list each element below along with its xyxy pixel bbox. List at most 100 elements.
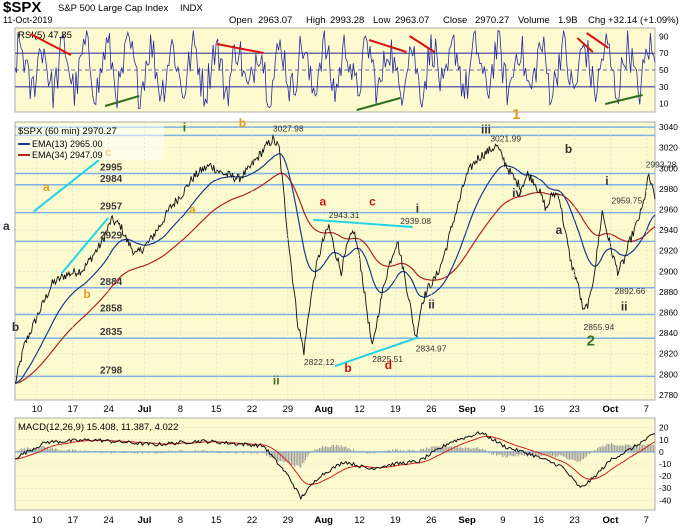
high-label: High bbox=[306, 15, 326, 26]
x-tick-label: Oct bbox=[603, 515, 620, 526]
price-annotation: b bbox=[12, 320, 19, 334]
price-y-tick-label: 2920 bbox=[659, 246, 678, 256]
price-annotation: iv bbox=[512, 186, 522, 200]
x-tick-label: 12 bbox=[354, 515, 365, 526]
price-annotation: a bbox=[319, 194, 326, 208]
price-annotation: 2892.66 bbox=[615, 286, 646, 296]
rsi-panel: 10 30 50 70 90 RSI(5) 47.85 bbox=[14, 27, 669, 113]
price-annotation: iii bbox=[481, 122, 491, 136]
price-y-tick-label: 2860 bbox=[659, 307, 678, 317]
x-tick-label: 26 bbox=[426, 515, 437, 526]
price-annotation: i bbox=[416, 202, 419, 216]
x-tick-label: 22 bbox=[247, 515, 258, 526]
price-annotation: 2825.51 bbox=[372, 354, 403, 364]
rsi-divergence-line bbox=[30, 33, 72, 56]
price-annotation: 2822.12 bbox=[304, 357, 335, 367]
x-tick-label: 10 bbox=[32, 515, 43, 526]
rsi-y-tick-label: 30 bbox=[659, 82, 669, 92]
x-tick-label: 19 bbox=[390, 404, 401, 415]
price-annotation: 2993.28 bbox=[646, 159, 677, 169]
price-y-tick-label: 2780 bbox=[659, 390, 678, 400]
macd-line bbox=[14, 430, 656, 501]
rsi-label: RSI(5) 47.85 bbox=[18, 30, 72, 41]
macd-y-tick-label: -20 bbox=[659, 471, 672, 481]
price-annotation: a bbox=[189, 203, 196, 217]
macd-y-tick-label: -10 bbox=[659, 459, 672, 469]
fib-level-label: 2858 bbox=[100, 304, 123, 315]
volume-value: 1.9B bbox=[558, 15, 578, 26]
rsi-divergence-line bbox=[368, 39, 407, 53]
fib-level-label: 2929 bbox=[100, 230, 123, 241]
high-value: 2993.28 bbox=[330, 15, 364, 26]
x-tick-label: 10 bbox=[32, 404, 43, 415]
x-tick-label: 9 bbox=[500, 515, 505, 526]
index-name: S&P 500 Large Cap Index bbox=[58, 3, 168, 14]
symbol-title: $SPX bbox=[3, 0, 41, 16]
x-axis: 101017172424JulJul88151522222929AugAug12… bbox=[32, 122, 649, 526]
price-y-tick-label: 2800 bbox=[659, 369, 678, 379]
x-tick-label: Sep bbox=[458, 515, 476, 526]
macd-panel: -40 -30 -20 -10 0 10 20 MACD(12,26,9) 15.408, 1… bbox=[14, 417, 672, 511]
chart-header: $SPX S&P 500 Large Cap Index INDX 11-Oct… bbox=[3, 0, 679, 26]
macd-y-tick-label: -40 bbox=[659, 495, 672, 505]
price-annotation: 2 bbox=[587, 332, 595, 349]
x-tick-label: 29 bbox=[283, 404, 294, 415]
price-annotation: 3021.99 bbox=[490, 134, 521, 144]
x-tick-label: 17 bbox=[68, 404, 79, 415]
trend-line bbox=[334, 336, 420, 367]
price-annotation: ii bbox=[428, 297, 435, 311]
rsi-y-tick-label: 90 bbox=[659, 31, 669, 41]
x-tick-label: 26 bbox=[426, 404, 437, 415]
fib-level-label: 2957 bbox=[100, 202, 123, 213]
x-tick-label: 15 bbox=[211, 515, 222, 526]
x-tick-label: Jul bbox=[138, 404, 152, 415]
rsi-y-tick-label: 10 bbox=[659, 99, 669, 109]
price-y-tick-label: 2900 bbox=[659, 266, 678, 276]
rsi-divergence-line bbox=[576, 37, 594, 53]
price-annotation: 3027.98 bbox=[273, 123, 304, 133]
fib-level-label: 2798 bbox=[100, 365, 123, 376]
price-annotation: 2939.08 bbox=[400, 216, 431, 226]
price-annotation: 1 bbox=[512, 106, 520, 123]
x-tick-label: 16 bbox=[533, 404, 544, 415]
price-y-tick-label: 3040 bbox=[659, 122, 678, 132]
price-annotation: 2834.97 bbox=[416, 344, 447, 354]
price-line bbox=[14, 134, 656, 384]
x-tick-label: 19 bbox=[390, 515, 401, 526]
price-annotation: a bbox=[556, 223, 563, 237]
fib-level-label: 2884 bbox=[100, 277, 123, 288]
rsi-y-tick-label: 70 bbox=[659, 48, 669, 58]
x-tick-label: Aug bbox=[314, 404, 333, 415]
macd-y-tick-label: 0 bbox=[659, 447, 664, 457]
rsi-line bbox=[14, 29, 656, 110]
fib-level-label: 2984 bbox=[100, 174, 123, 185]
x-tick-label: 24 bbox=[103, 404, 114, 415]
rsi-y-tick-label: 50 bbox=[659, 65, 669, 75]
x-tick-label: Aug bbox=[314, 515, 333, 526]
fib-level-label: 2995 bbox=[100, 162, 123, 173]
macd-signal-line bbox=[14, 435, 656, 485]
trend-line bbox=[33, 159, 100, 213]
legend-price-title: $SPX (60 min) 2970.27 bbox=[18, 126, 117, 137]
open-label: Open bbox=[229, 15, 252, 26]
rsi-divergence-line bbox=[104, 95, 140, 107]
open-value: 2963.07 bbox=[258, 15, 292, 26]
x-tick-label: 12 bbox=[354, 404, 365, 415]
x-tick-label: 15 bbox=[211, 404, 222, 415]
ema34-line bbox=[15, 172, 656, 384]
price-annotation: 2959.75 bbox=[612, 195, 643, 205]
low-label: Low bbox=[373, 15, 391, 26]
price-annotation: 2943.31 bbox=[329, 210, 360, 220]
price-y-tick-label: 2960 bbox=[659, 205, 678, 215]
x-tick-label: 16 bbox=[533, 515, 544, 526]
x-tick-label: 8 bbox=[178, 404, 183, 415]
price-annotation: d bbox=[385, 358, 392, 372]
chg-value: +32.14 (+1.09%) bbox=[608, 15, 679, 26]
price-annotation: a bbox=[3, 219, 10, 233]
price-legend: $SPX (60 min) 2970.27 EMA(13) 2965.00EMA(… bbox=[16, 124, 164, 160]
price-annotation: b bbox=[83, 287, 90, 301]
price-y-tick-label: 2820 bbox=[659, 349, 678, 359]
x-tick-label: Sep bbox=[458, 404, 476, 415]
x-tick-label: Jul bbox=[138, 515, 152, 526]
